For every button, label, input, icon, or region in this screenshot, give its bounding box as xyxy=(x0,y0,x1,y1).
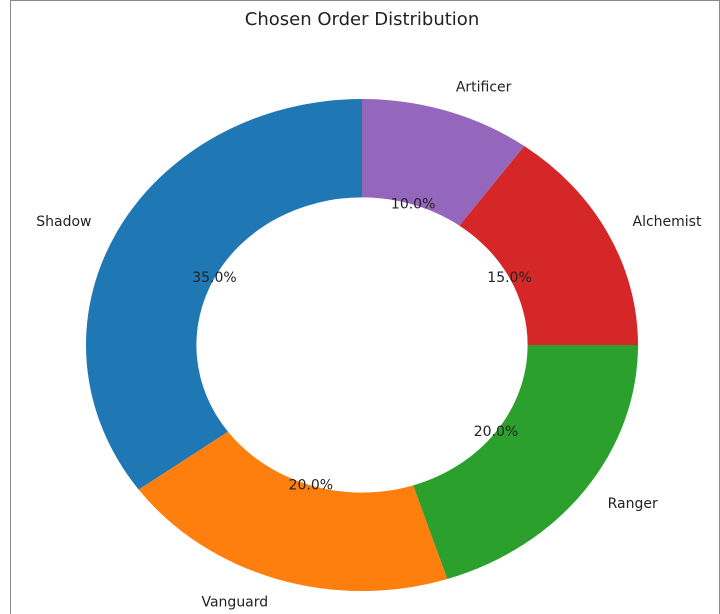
wedge-label: Artificer xyxy=(456,80,512,96)
value-label: 35.0% xyxy=(192,270,236,286)
wedge-label: Vanguard xyxy=(201,594,268,610)
wedge xyxy=(138,431,448,591)
wedge xyxy=(362,99,525,226)
wedge xyxy=(85,99,362,490)
wedge xyxy=(413,345,638,579)
wedge xyxy=(459,145,638,345)
chart-title: Chosen Order Distribution xyxy=(245,9,479,30)
wedge-label: Alchemist xyxy=(633,214,702,230)
wedge-label: Shadow xyxy=(36,214,91,230)
value-label: 10.0% xyxy=(391,197,435,213)
value-label: 15.0% xyxy=(487,270,531,286)
wedge-label: Ranger xyxy=(608,496,658,512)
value-label: 20.0% xyxy=(289,477,333,493)
value-label: 20.0% xyxy=(474,424,518,440)
